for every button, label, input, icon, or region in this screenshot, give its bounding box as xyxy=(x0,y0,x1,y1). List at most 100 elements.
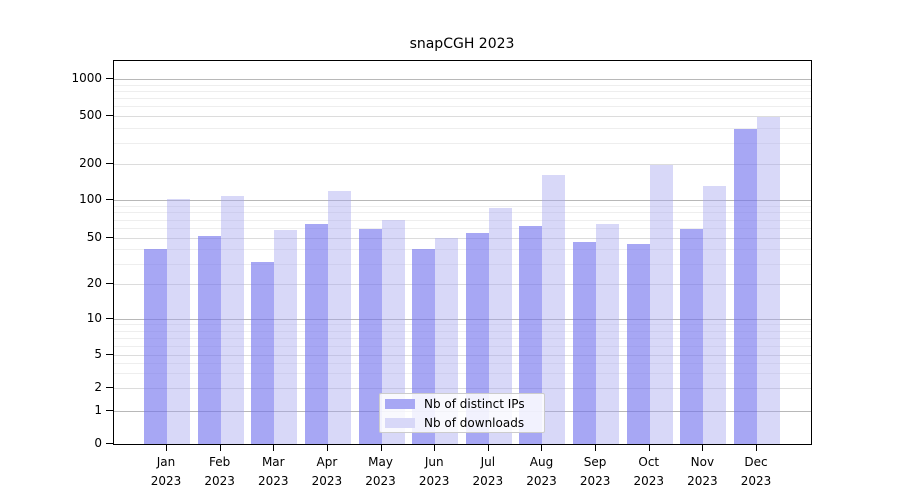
y-tick-mark xyxy=(106,318,113,319)
gridline xyxy=(114,388,811,389)
bar-nb-of-distinct-ips-feb xyxy=(198,236,221,444)
x-tick-label: Aug 2023 xyxy=(526,455,557,488)
legend-item: Nb of distinct IPs xyxy=(380,395,544,414)
y-tick-label: 1000 xyxy=(71,71,102,85)
legend-item: Nb of downloads xyxy=(380,414,544,433)
x-tick-label: Sep 2023 xyxy=(579,455,611,488)
x-tick-label: Jun 2023 xyxy=(418,455,450,488)
y-tick-label: 2 xyxy=(94,380,102,394)
bar-nb-of-distinct-ips-dec xyxy=(734,129,757,444)
gridline-minor xyxy=(114,206,811,207)
x-tick-mark xyxy=(219,445,221,451)
x-tick-label: May 2023 xyxy=(365,455,396,488)
gridline-minor xyxy=(114,220,811,221)
bar-nb-of-downloads-may xyxy=(382,220,405,444)
y-tick-label: 0 xyxy=(94,436,102,450)
x-tick-mark xyxy=(434,445,436,451)
y-tick-mark xyxy=(106,78,113,79)
gridline xyxy=(114,355,811,356)
bar-nb-of-distinct-ips-nov xyxy=(680,229,703,444)
bar-nb-of-downloads-apr xyxy=(328,191,351,444)
bar-nb-of-downloads-feb xyxy=(221,196,244,444)
gridline-minor xyxy=(114,212,811,213)
gridline xyxy=(114,116,811,117)
bar-nb-of-downloads-aug xyxy=(542,175,565,444)
y-tick-mark xyxy=(106,283,113,284)
bar-nb-of-distinct-ips-jul xyxy=(466,233,489,444)
bar-nb-of-downloads-oct xyxy=(650,165,673,444)
y-tick-mark xyxy=(106,237,113,238)
gridline-minor xyxy=(114,98,811,99)
x-tick-mark xyxy=(756,445,758,451)
bar-nb-of-distinct-ips-oct xyxy=(627,244,650,444)
gridline-minor xyxy=(114,128,811,129)
gridline-minor xyxy=(114,324,811,325)
x-tick-mark xyxy=(487,445,489,451)
gridline-minor xyxy=(114,143,811,144)
y-tick-mark xyxy=(106,443,113,444)
x-tick-mark xyxy=(166,445,167,451)
x-tick-label: Apr 2023 xyxy=(311,455,343,488)
y-tick-label: 200 xyxy=(79,156,102,170)
bar-nb-of-downloads-nov xyxy=(703,186,726,444)
x-tick-label: Jan 2023 xyxy=(150,455,182,488)
bar-nb-of-distinct-ips-may xyxy=(359,229,382,444)
gridline-minor xyxy=(114,249,811,250)
gridline-minor xyxy=(114,228,811,229)
x-tick-label: Dec 2023 xyxy=(740,455,772,488)
x-tick-mark xyxy=(273,445,275,451)
y-tick-label: 1 xyxy=(94,403,102,417)
y-tick-mark xyxy=(106,199,113,200)
y-tick-label: 100 xyxy=(79,192,102,206)
bar-nb-of-distinct-ips-apr xyxy=(305,224,328,444)
x-tick-mark xyxy=(702,445,704,451)
x-tick-mark xyxy=(380,445,382,451)
gridline-minor xyxy=(114,331,811,332)
gridline-minor xyxy=(114,363,811,364)
y-tick-mark xyxy=(106,410,113,411)
y-tick-mark xyxy=(106,163,113,164)
gridline xyxy=(114,238,811,239)
x-tick-mark xyxy=(595,445,597,451)
gridline xyxy=(114,200,811,201)
gridline-minor xyxy=(114,106,811,107)
bar-nb-of-downloads-dec xyxy=(757,117,780,444)
legend: Nb of distinct IPs Nb of downloads xyxy=(379,393,545,433)
x-tick-mark xyxy=(326,445,328,451)
gridline-minor xyxy=(114,338,811,339)
bar-nb-of-downloads-mar xyxy=(274,230,297,444)
y-tick-label: 10 xyxy=(86,311,102,325)
gridline-minor xyxy=(114,346,811,347)
y-tick-mark xyxy=(106,115,113,116)
legend-swatch xyxy=(385,418,415,428)
y-tick-mark xyxy=(106,354,113,355)
y-tick-mark xyxy=(106,387,113,388)
bar-nb-of-downloads-jun xyxy=(435,238,458,444)
y-tick-label: 20 xyxy=(86,276,102,290)
gridline xyxy=(114,164,811,165)
y-tick-label: 5 xyxy=(94,347,102,361)
chart-title: snapCGH 2023 xyxy=(409,36,515,52)
x-tick-mark xyxy=(541,445,543,451)
legend-label: Nb of distinct IPs xyxy=(424,397,525,411)
bar-nb-of-distinct-ips-mar xyxy=(251,262,274,444)
x-tick-mark xyxy=(648,445,650,451)
gridline-minor xyxy=(114,264,811,265)
y-tick-label: 50 xyxy=(86,230,102,244)
gridline-minor xyxy=(114,373,811,374)
legend-label: Nb of downloads xyxy=(424,416,525,430)
x-tick-label: Jul 2023 xyxy=(472,455,504,488)
x-tick-label: Feb 2023 xyxy=(204,455,235,488)
bar-nb-of-downloads-jan xyxy=(167,199,190,444)
x-tick-label: Mar 2023 xyxy=(257,455,289,488)
bar-nb-of-downloads-sep xyxy=(596,224,619,444)
gridline-minor xyxy=(114,91,811,92)
bar-nb-of-distinct-ips-sep xyxy=(573,242,596,444)
bar-nb-of-downloads-jul xyxy=(489,208,512,444)
bar-nb-of-distinct-ips-jan xyxy=(144,249,167,444)
x-tick-label: Nov 2023 xyxy=(687,455,718,488)
gridline-minor xyxy=(114,85,811,86)
gridline xyxy=(114,284,811,285)
y-tick-label: 500 xyxy=(79,108,102,122)
